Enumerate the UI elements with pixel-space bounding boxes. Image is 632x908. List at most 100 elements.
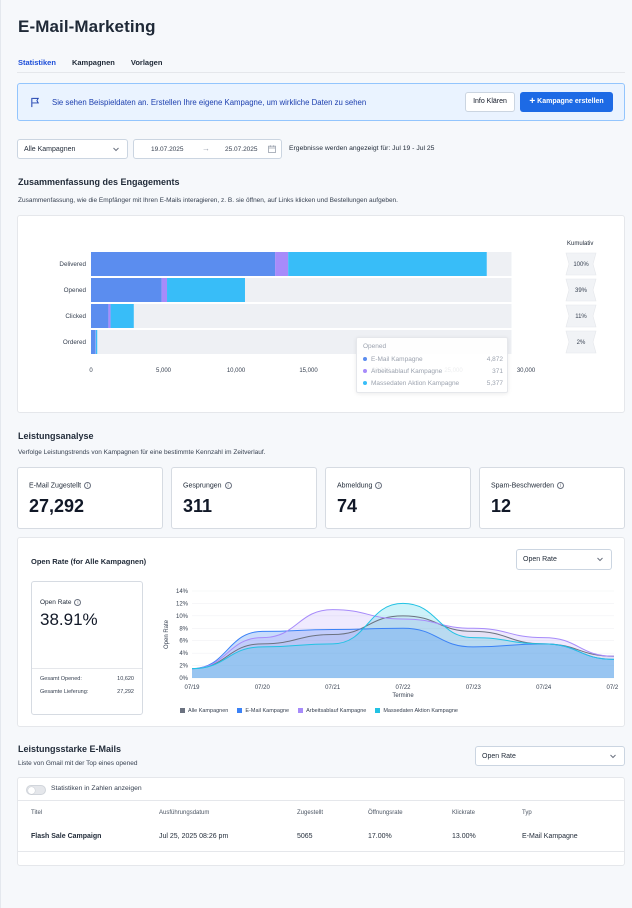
bar-segment bbox=[161, 278, 168, 302]
column-header[interactable]: Klickrate bbox=[452, 810, 476, 816]
tooltip-dot bbox=[363, 369, 367, 373]
divider bbox=[18, 800, 624, 801]
x-axis-label: Termine bbox=[392, 693, 414, 699]
kpi-label: Spam-Beschwerden i bbox=[491, 482, 565, 489]
tab-statistiken[interactable]: Statistiken bbox=[18, 58, 63, 73]
open-rate-chart-title: Open Rate (for Alle Kampagnen) bbox=[31, 557, 147, 566]
y-tick-label: 10% bbox=[176, 614, 189, 620]
tab-vorlagen[interactable]: Vorlagen bbox=[130, 58, 163, 67]
metric-select[interactable]: Open Rate bbox=[516, 549, 612, 570]
cumulative-badge bbox=[565, 252, 597, 276]
legend-item[interactable]: Massedaten Aktion Kampagne bbox=[375, 708, 458, 714]
table-cell-type: E-Mail Kampagne bbox=[522, 833, 578, 840]
legend-swatch bbox=[237, 708, 243, 714]
x-tick-label: 10,000 bbox=[227, 368, 246, 374]
column-header[interactable]: Titel bbox=[31, 810, 43, 816]
bar-segment bbox=[288, 252, 487, 276]
legend-item[interactable]: E-Mail Kampagne bbox=[237, 708, 289, 714]
create-campaign-button[interactable]: + Kampagne erstellen bbox=[520, 92, 613, 112]
stats-toggle-label: Statistiken in Zahlen anzeigen bbox=[51, 785, 142, 792]
column-header[interactable]: Öffnungsrate bbox=[368, 810, 403, 816]
column-header[interactable]: Zugestellt bbox=[297, 810, 324, 816]
x-tick-label: 07/23 bbox=[466, 685, 482, 691]
top-emails-subtitle: Liste von Gmail mit der Top eines opened bbox=[18, 760, 138, 767]
info-icon[interactable]: i bbox=[557, 482, 565, 489]
campaign-select-value: Alle Kampagnen bbox=[24, 146, 76, 153]
performance-subtitle: Verfolge Leistungstrends von Kampagnen f… bbox=[18, 449, 266, 456]
legend-label: Massedaten Aktion Kampagne bbox=[383, 708, 458, 714]
date-to[interactable]: 25.07.2025 bbox=[225, 146, 258, 153]
tooltip-row: E-Mail Kampagne 4,872 bbox=[363, 356, 503, 363]
cumulative-value: 11% bbox=[575, 314, 587, 320]
x-tick-label: 07/21 bbox=[325, 685, 341, 691]
toggle-knob bbox=[28, 787, 35, 794]
legend-item[interactable]: Alle Kampagnen bbox=[180, 708, 228, 714]
kpi-label-text: Abmeldung bbox=[337, 482, 373, 490]
stats-toggle[interactable] bbox=[26, 785, 46, 795]
legend-label: Arbeitsablauf Kampagne bbox=[306, 708, 367, 714]
info-button[interactable]: Info Klären bbox=[465, 92, 515, 112]
open-rate-value: 38.91% bbox=[40, 610, 98, 629]
y-tick-label: 12% bbox=[176, 601, 189, 607]
series-line bbox=[191, 609, 615, 670]
tooltip-row-value: 4,872 bbox=[486, 356, 503, 363]
total-opened-value: 10,620 bbox=[117, 676, 134, 682]
info-icon[interactable]: i bbox=[224, 482, 232, 489]
kpi-card-delivered: E-Mail Zugestellt i 27,292 bbox=[17, 467, 163, 529]
campaign-select[interactable]: Alle Kampagnen bbox=[17, 139, 128, 159]
open-rate-summary: Open Rate i 38.91% Gesamt Opened: 10,620 … bbox=[31, 581, 143, 715]
date-from[interactable]: 19.07.2025 bbox=[151, 146, 184, 153]
kpi-card-bounced: Gesprungen i 311 bbox=[171, 467, 317, 529]
chart-tooltip: Opened E-Mail Kampagne 4,872 Arbeitsabla… bbox=[356, 337, 508, 393]
tooltip-dot bbox=[363, 357, 367, 361]
column-header[interactable]: Ausführungsdatum bbox=[159, 810, 210, 816]
info-icon[interactable]: i bbox=[375, 482, 383, 489]
y-tick-label: 4% bbox=[179, 651, 188, 657]
bar-segment bbox=[110, 304, 134, 328]
cumulative-value: 39% bbox=[575, 288, 588, 294]
tooltip-row: Massedaten Aktion Kampagne 5,377 bbox=[363, 380, 503, 387]
create-campaign-label: Kampagne erstellen bbox=[537, 98, 604, 105]
column-header[interactable]: Typ bbox=[522, 810, 532, 816]
page-title: E-Mail-Marketing bbox=[18, 17, 156, 36]
plus-icon: + bbox=[529, 96, 536, 107]
cumulative-badge bbox=[565, 278, 597, 302]
bar-segment bbox=[91, 252, 276, 276]
table-cell-title[interactable]: Flash Sale Campaign bbox=[31, 833, 102, 840]
y-tick-label: 2% bbox=[179, 664, 188, 670]
kpi-value: 12 bbox=[491, 496, 512, 516]
date-range-picker[interactable]: 19.07.2025 → 25.07.2025 bbox=[133, 139, 282, 159]
y-tick-label: 0% bbox=[179, 676, 188, 682]
top-emails-metric-select[interactable]: Open Rate bbox=[475, 746, 625, 766]
engagement-chart-card: Delivered 100% Opened 39% Clicked 11% Ordered 2… bbox=[17, 215, 625, 413]
bar-background bbox=[91, 304, 512, 328]
table-cell-delivered: 5065 bbox=[297, 833, 313, 840]
bar-segment bbox=[108, 304, 111, 328]
open-rate-line-chart: 0% 2% 4% 6% 8% 10% 12% 14% Open Rate 07/19 07/20 07… bbox=[164, 589, 618, 699]
metric-select-value: Open Rate bbox=[523, 556, 557, 563]
calendar-icon bbox=[268, 145, 276, 153]
legend-item[interactable]: Arbeitsablauf Kampagne bbox=[298, 708, 366, 714]
cumulative-value: 2% bbox=[577, 340, 586, 346]
info-icon[interactable]: i bbox=[74, 599, 82, 606]
legend-swatch bbox=[298, 708, 304, 714]
tab-bar: Statistiken Kampagnen Vorlagen bbox=[18, 58, 178, 73]
series-area bbox=[192, 609, 614, 678]
top-emails-table bbox=[17, 777, 625, 866]
x-tick-label: 15,000 bbox=[299, 368, 318, 374]
kpi-label: Abmeldung i bbox=[337, 482, 383, 490]
results-note: Ergebnisse werden angezeigt für: Jul 19 … bbox=[289, 145, 435, 152]
tab-divider bbox=[17, 72, 625, 73]
engagement-title: Zusammenfassung des Engagements bbox=[18, 177, 180, 187]
tooltip-title: Opened bbox=[363, 343, 387, 350]
open-rate-label-text: Open Rate bbox=[40, 599, 72, 607]
bar-segment bbox=[91, 304, 109, 328]
performance-title: Leistungsanalyse bbox=[18, 431, 94, 441]
legend-swatch bbox=[180, 708, 185, 714]
cumulative-value: 100% bbox=[573, 262, 589, 268]
info-icon[interactable]: i bbox=[84, 482, 92, 489]
y-tick-label: 14% bbox=[176, 589, 189, 595]
legend-swatch bbox=[375, 708, 381, 714]
engagement-funnel-chart: Delivered 100% Opened 39% Clicked 11% Ordered 2… bbox=[59, 252, 597, 374]
tab-kampagnen[interactable]: Kampagnen bbox=[71, 58, 115, 67]
